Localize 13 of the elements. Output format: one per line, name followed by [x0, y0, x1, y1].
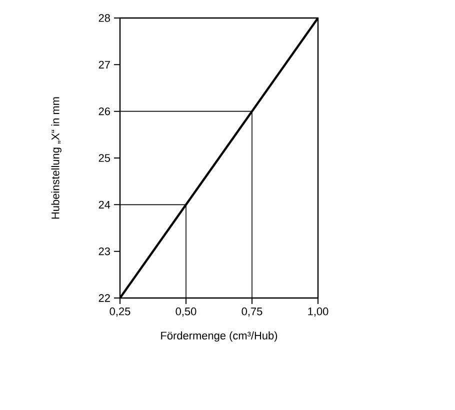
y-tick-label: 24: [98, 200, 110, 208]
y-tick-label: 22: [98, 294, 110, 302]
x-tick-label: 0,50: [176, 308, 196, 317]
x-tick-label: 0,25: [110, 308, 130, 317]
y-tick-label: 27: [98, 60, 110, 68]
y-tick-label: 28: [98, 14, 110, 22]
y-tick-label: 25: [98, 154, 110, 162]
y-tick-label: 23: [98, 247, 110, 256]
x-tick-label: 0,75: [242, 308, 262, 317]
x-axis-title: Fördermenge (cm³/Hub): [161, 331, 278, 342]
y-axis-title: Hubeinstellung „X“ in mm: [51, 97, 62, 219]
y-tick-label: 26: [98, 107, 110, 116]
x-tick-label: 1,00: [308, 308, 328, 317]
